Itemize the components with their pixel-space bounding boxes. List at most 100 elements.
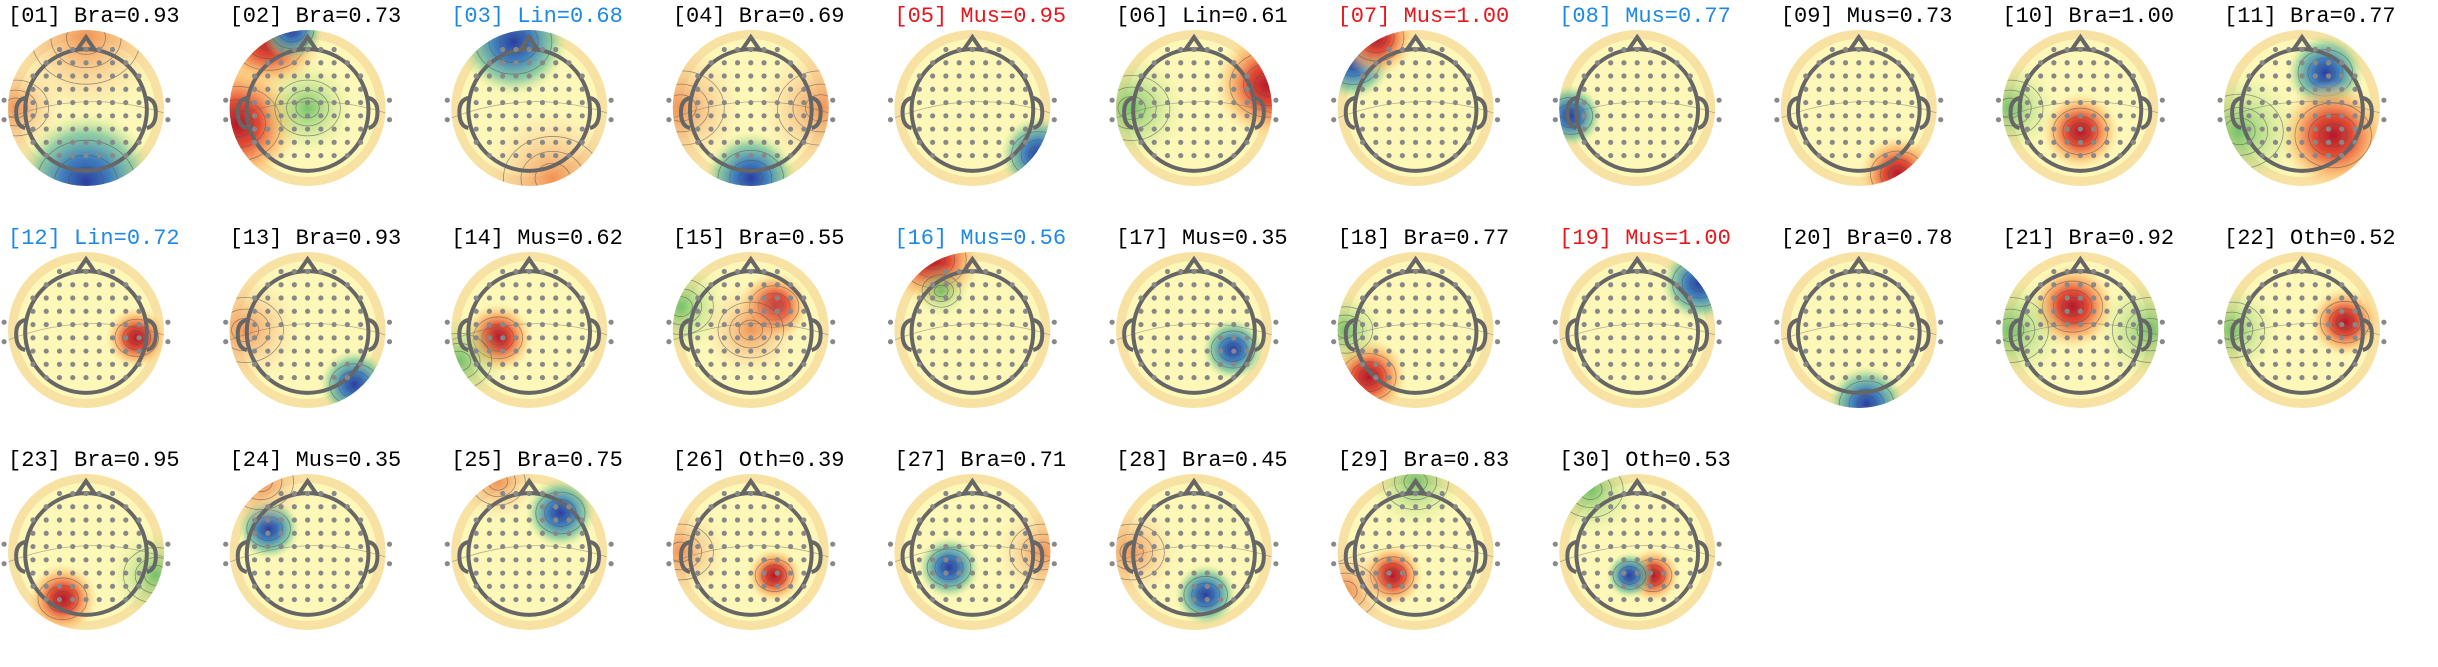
sensor — [2117, 126, 2123, 132]
sensor — [943, 113, 949, 119]
sensor — [109, 348, 116, 354]
sensor — [291, 570, 297, 576]
sensor — [983, 361, 989, 367]
sensor — [70, 282, 76, 288]
sensor — [1581, 517, 1587, 523]
sensor — [553, 570, 559, 576]
sensor — [1426, 530, 1432, 536]
sensor — [1647, 490, 1654, 497]
sensor — [1895, 73, 1902, 79]
sensor — [1816, 335, 1822, 341]
sensor — [265, 335, 271, 341]
sensor — [666, 541, 672, 547]
sensor — [2339, 295, 2345, 301]
sensor — [251, 517, 258, 523]
sensor — [1109, 319, 1115, 325]
sensor — [761, 570, 767, 576]
sensor — [358, 583, 364, 589]
sensor — [526, 335, 532, 341]
sensor — [969, 113, 976, 119]
sensor — [996, 348, 1002, 354]
sensor — [291, 295, 297, 301]
sensor — [579, 73, 585, 79]
sensor — [1151, 374, 1157, 381]
sensor — [70, 543, 76, 550]
sensor — [1661, 543, 1667, 550]
sensor — [2130, 348, 2137, 354]
sensor — [526, 60, 532, 66]
sensor — [708, 113, 714, 119]
sensor — [1244, 86, 1250, 92]
sensor — [969, 583, 976, 589]
sensor — [721, 308, 727, 314]
sensor — [996, 308, 1002, 314]
sensor — [500, 321, 506, 328]
sensor — [1882, 348, 1888, 354]
sensor — [1399, 583, 1405, 589]
sensor — [1399, 321, 1405, 328]
sensor — [787, 295, 794, 301]
sensor — [969, 126, 976, 132]
sensor — [1413, 504, 1419, 510]
sensor — [1164, 583, 1171, 589]
sensor — [473, 557, 479, 563]
sensor — [1413, 543, 1419, 550]
sensor — [2104, 73, 2110, 79]
sensor — [708, 570, 714, 576]
sensor — [109, 517, 116, 523]
sensor — [1634, 583, 1640, 589]
sensor — [566, 517, 572, 523]
sensor — [331, 374, 337, 381]
sensor — [1608, 557, 1614, 563]
sensor — [956, 73, 962, 79]
sensor — [566, 139, 572, 145]
sensor — [983, 321, 989, 328]
sensor — [1138, 583, 1144, 589]
sensor — [70, 152, 76, 159]
nose — [518, 255, 540, 274]
sensor — [930, 99, 936, 106]
sensor — [1009, 139, 1015, 145]
sensor — [96, 570, 102, 576]
sensor — [996, 139, 1002, 145]
sensor — [887, 561, 894, 567]
sensor — [721, 530, 727, 536]
sensor — [1552, 319, 1558, 325]
sensor — [1386, 60, 1392, 66]
sensor — [1439, 596, 1445, 603]
sensor — [1426, 86, 1432, 92]
sensor — [2325, 361, 2332, 367]
sensor — [251, 73, 258, 79]
sensor — [1244, 73, 1250, 79]
sensor — [1452, 583, 1458, 589]
sensor — [1439, 268, 1445, 275]
sensor — [1439, 99, 1445, 106]
sensor — [2077, 113, 2083, 119]
sensor — [2312, 73, 2318, 79]
sensor — [734, 543, 741, 550]
sensor — [2117, 60, 2123, 66]
sensor — [30, 308, 36, 314]
sensor — [83, 490, 89, 497]
sensor — [2299, 308, 2305, 314]
sensor — [1009, 86, 1015, 92]
sensor — [1231, 530, 1237, 536]
sensor — [2077, 99, 2083, 106]
sensor — [1191, 126, 1197, 132]
sensor — [30, 557, 36, 563]
sensor — [1909, 361, 1915, 367]
sensor — [291, 517, 297, 523]
sensor — [318, 99, 324, 106]
sensor — [1204, 374, 1210, 381]
sensor — [1621, 490, 1627, 497]
sensor — [1386, 374, 1392, 381]
sensor — [1581, 73, 1587, 79]
sensor — [1386, 282, 1392, 288]
sensor — [123, 60, 129, 66]
sensor — [787, 139, 794, 145]
sensor — [1204, 73, 1210, 79]
right-ear — [1697, 96, 1710, 130]
component: [06] Lin=0.61 — [1109, 4, 1288, 186]
sensor — [1882, 295, 1888, 301]
